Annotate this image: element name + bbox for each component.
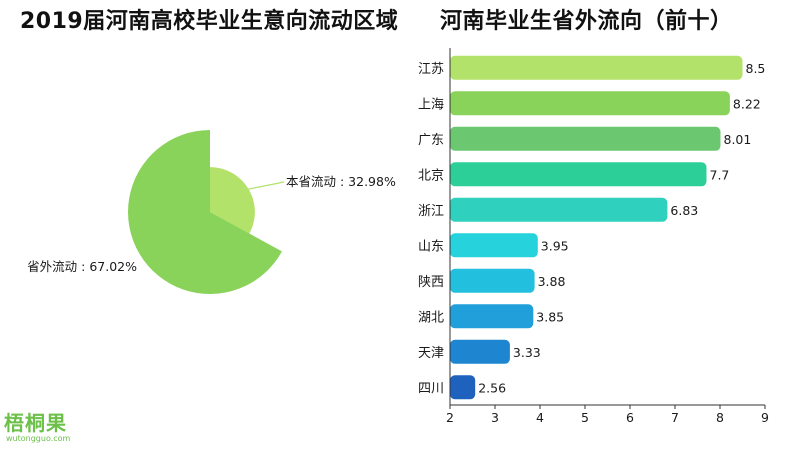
bar <box>450 162 707 187</box>
pie-chart-title: 2019届河南高校毕业生意向流动区域 <box>20 9 399 34</box>
bar <box>450 375 476 400</box>
x-tick-label: 3 <box>491 410 499 425</box>
category-label: 北京 <box>418 168 444 183</box>
bar <box>450 268 535 293</box>
data-label: 3.85 <box>536 309 564 324</box>
pie-slice-label: 省外流动 : 67.02% <box>27 259 137 274</box>
bar <box>450 197 668 222</box>
bar <box>450 233 538 258</box>
category-label: 天津 <box>418 346 444 361</box>
pie-slice <box>128 130 282 294</box>
x-tick-label: 7 <box>671 410 679 425</box>
data-label: 3.88 <box>538 274 566 289</box>
pie-chart: 本省流动 : 32.98% 省外流动 : 67.02% <box>27 130 396 294</box>
pie-slice <box>210 167 255 234</box>
category-label: 江苏 <box>418 61 444 77</box>
brand-logo: 梧桐果 wutongguo.com <box>4 412 84 446</box>
data-label: 8.01 <box>724 132 752 147</box>
category-label: 上海 <box>418 97 444 112</box>
category-label: 四川 <box>418 381 444 396</box>
category-label: 山东 <box>418 239 444 254</box>
x-tick-label: 5 <box>581 410 589 425</box>
data-label: 7.7 <box>710 167 730 182</box>
category-label: 广东 <box>418 133 444 148</box>
bar-chart-title: 河南毕业生省外流向（前十） <box>440 9 733 34</box>
category-label: 浙江 <box>418 204 444 219</box>
bar-chart: 江苏 8.5 上海 8.22 广东 8.01 北京 7.7 浙江 6.83 山东 3.95 陕西 3.88… <box>418 48 769 425</box>
category-label: 湖北 <box>418 310 444 325</box>
logo-text: 梧桐果 <box>4 411 67 435</box>
data-label: 3.95 <box>541 238 569 253</box>
pie-slice-label: 本省流动 : 32.98% <box>286 174 396 189</box>
bar <box>450 91 730 116</box>
x-tick-label: 2 <box>446 410 454 425</box>
x-tick-label: 9 <box>761 410 769 425</box>
data-label: 8.22 <box>733 96 761 111</box>
bar <box>450 339 510 364</box>
data-label: 3.33 <box>513 345 541 360</box>
x-tick-label: 4 <box>536 410 544 425</box>
pie-leader-line <box>248 181 285 190</box>
data-label: 2.56 <box>478 380 506 395</box>
bar <box>450 126 721 151</box>
bar <box>450 304 534 329</box>
bar <box>450 55 743 80</box>
x-tick-label: 6 <box>626 410 634 425</box>
category-label: 陕西 <box>418 275 444 290</box>
logo-url: wutongguo.com <box>6 434 71 443</box>
x-tick-label: 8 <box>716 410 724 425</box>
data-label: 8.5 <box>746 61 766 76</box>
data-label: 6.83 <box>670 203 698 218</box>
